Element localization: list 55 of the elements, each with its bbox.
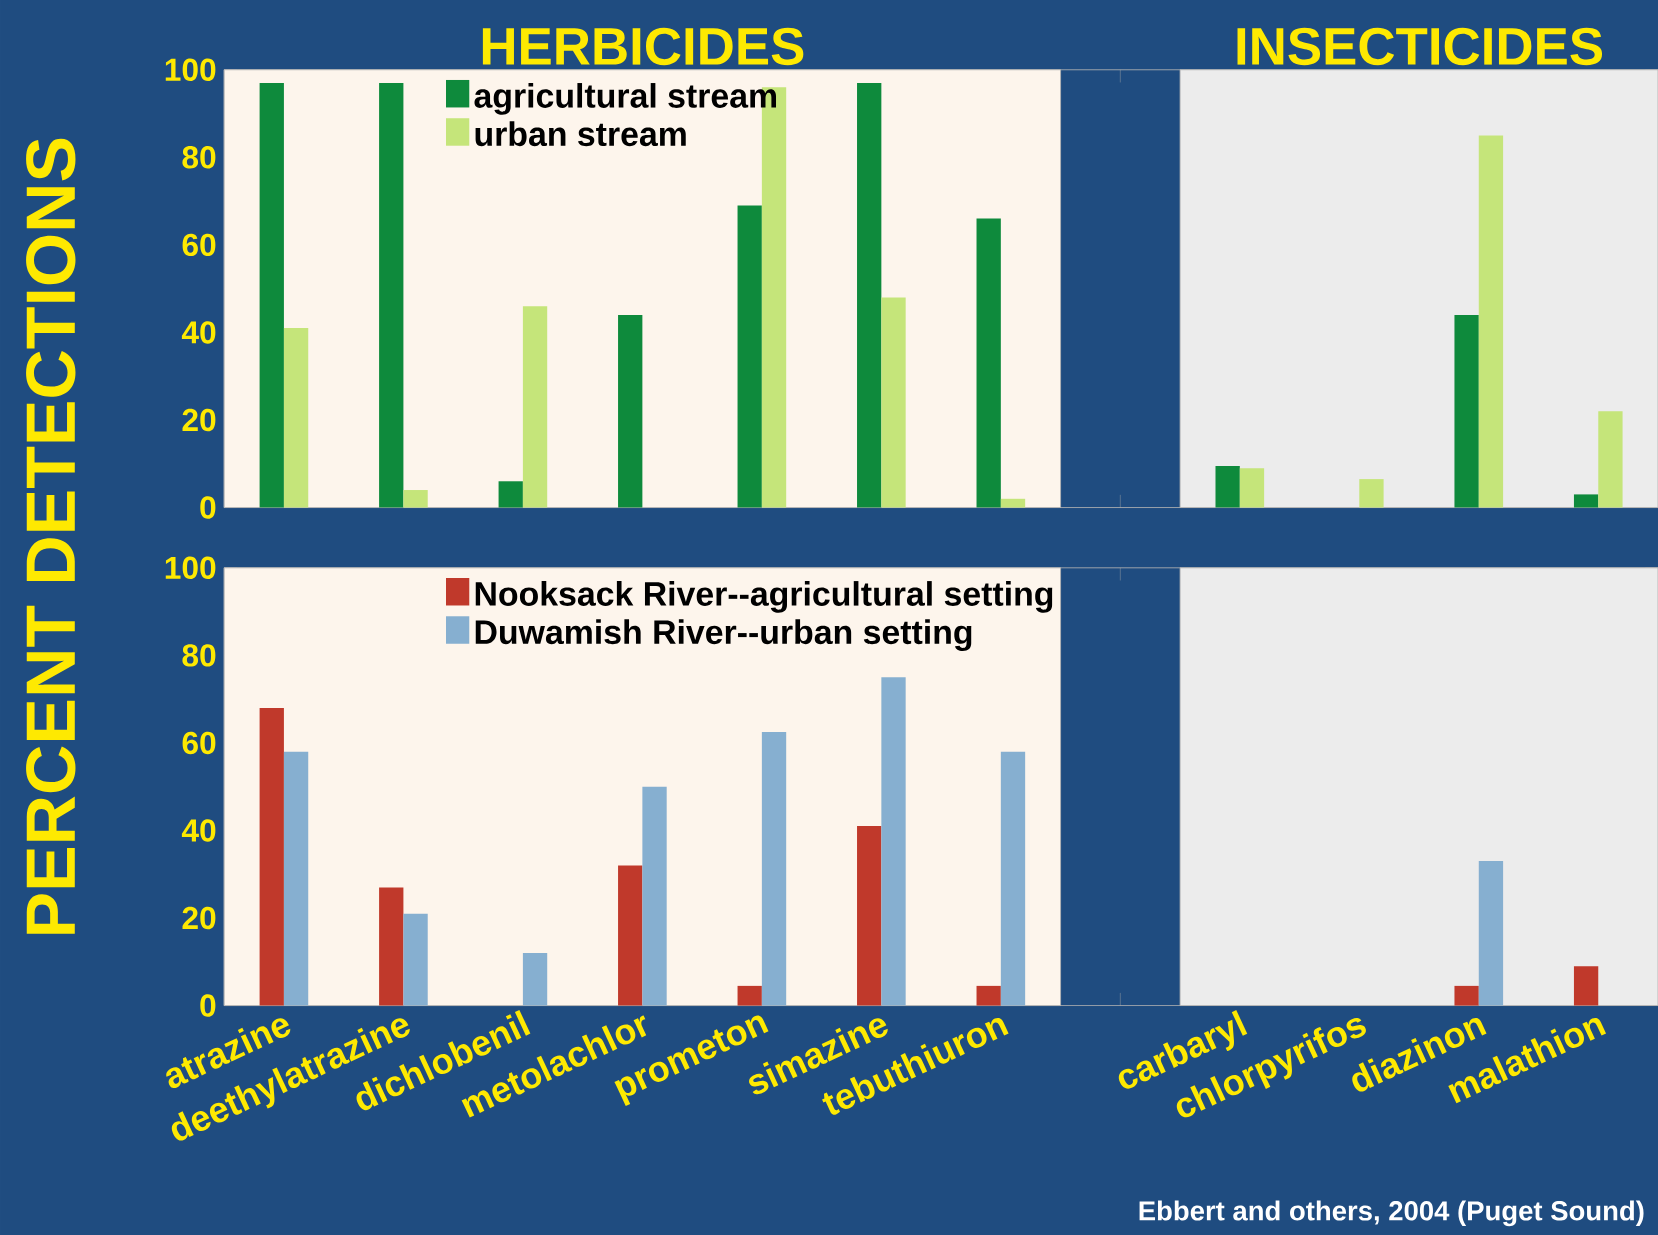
legend-label: Nooksack River--agricultural setting	[475, 581, 1053, 613]
y-tick-label: 40	[181, 819, 216, 842]
legend-label: Duwamish River--urban setting	[475, 619, 972, 651]
bar	[881, 297, 906, 508]
bar	[1000, 751, 1026, 1006]
bar	[522, 953, 548, 1006]
y-axis-title: PERCENT DETECTIONS	[26, 138, 76, 934]
bar	[1478, 135, 1504, 508]
y-tick-label: 100	[165, 556, 216, 580]
band-label: HERBICIDES	[482, 27, 804, 66]
y-tick-label: 60	[182, 731, 216, 755]
bar	[642, 786, 667, 1006]
y-tick-label: 80	[182, 644, 216, 667]
bar	[976, 218, 1001, 508]
bar	[1215, 465, 1240, 508]
y-tick-label: 100	[165, 58, 216, 81]
y-tick-label: 20	[182, 906, 216, 930]
bar	[1573, 494, 1599, 508]
y-tick-label: 20	[182, 408, 216, 432]
bar	[857, 82, 882, 508]
bar	[976, 985, 1001, 1006]
bar	[761, 731, 787, 1006]
bar	[1454, 985, 1479, 1006]
bar	[259, 707, 284, 1006]
bar	[498, 481, 523, 508]
bar	[283, 328, 309, 508]
bar	[1000, 498, 1026, 508]
y-tick-label: 80	[182, 146, 216, 169]
y-tick-label: 60	[182, 233, 216, 257]
bar	[1478, 861, 1504, 1006]
bar	[857, 826, 882, 1006]
bar	[618, 314, 643, 508]
legend-label: agricultural stream	[474, 83, 777, 115]
bar	[283, 751, 309, 1006]
bar	[1454, 314, 1479, 508]
y-tick-label: 40	[181, 321, 216, 344]
bar	[618, 865, 643, 1006]
bar	[403, 913, 428, 1006]
bar	[1359, 479, 1384, 508]
bar	[379, 887, 404, 1006]
bar	[1598, 411, 1623, 508]
bar	[1573, 966, 1599, 1006]
y-tick-label: 0	[200, 496, 216, 519]
legend-label: urban stream	[475, 121, 686, 147]
bar	[737, 205, 762, 508]
bar	[1239, 468, 1265, 508]
bar	[403, 490, 428, 508]
text: Ebbert and others, 2004 (Puget Sound)	[1139, 1200, 1644, 1227]
bar	[522, 306, 548, 508]
bar	[379, 82, 404, 508]
bar	[259, 82, 284, 508]
bar	[737, 985, 762, 1006]
y-tick-label: 0	[200, 994, 216, 1017]
bar	[881, 677, 906, 1006]
band-label: INSECTICIDES	[1237, 27, 1603, 66]
